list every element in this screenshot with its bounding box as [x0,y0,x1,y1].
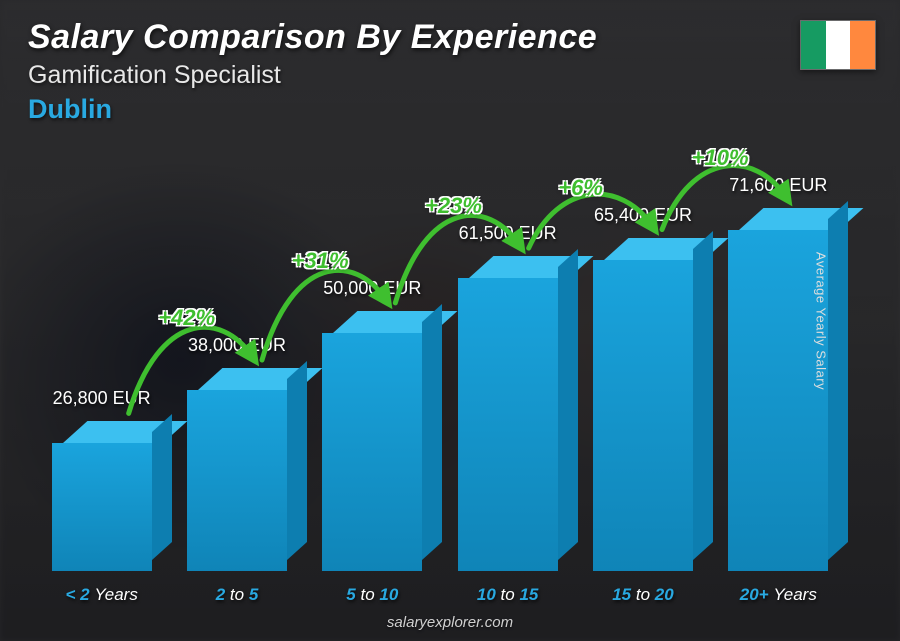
bar-side-face [693,231,713,560]
bar-slot: 38,000 EUR [175,140,298,571]
flag-stripe-orange [850,21,875,69]
bar-front-face [187,390,287,571]
y-axis-label: Average Yearly Salary [813,251,828,389]
bar-value-label: 50,000 EUR [323,278,421,299]
bar-side-face [152,414,172,560]
chart-area: 26,800 EUR 38,000 EUR 50,000 EUR 61,500 EUR… [40,140,840,571]
bar-slot: 50,000 EUR [311,140,434,571]
bar-slot: 65,400 EUR [581,140,704,571]
bar-side-face [287,361,307,560]
bar-slot: 26,800 EUR [40,140,163,571]
x-axis-tick: 10 to 15 [446,585,569,605]
bar-side-face [828,201,848,560]
arc-percent-label: +10% [692,145,749,171]
bar-value-label: 61,500 EUR [459,223,557,244]
x-axis-tick: < 2 Years [40,585,163,605]
flag-stripe-white [826,21,851,69]
arc-percent-label: +23% [425,193,482,219]
bar-front-face [322,333,422,571]
flag-stripe-green [801,21,826,69]
bar-front-face [593,260,693,571]
arc-percent-label: +31% [292,248,349,274]
chart-subtitle: Gamification Specialist [28,61,872,90]
chart-location: Dublin [28,94,872,125]
bar-value-label: 38,000 EUR [188,335,286,356]
bar-front-face [458,278,558,571]
bar-front-face [52,443,152,571]
chart-title: Salary Comparison By Experience [28,18,872,57]
bar-value-label: 71,600 EUR [729,175,827,196]
bar-value-label: 65,400 EUR [594,205,692,226]
bar-value-label: 26,800 EUR [53,388,151,409]
header: Salary Comparison By Experience Gamifica… [28,18,872,125]
x-axis-tick: 5 to 10 [311,585,434,605]
bar-side-face [422,304,442,560]
bar [458,256,558,571]
arc-percent-label: +42% [158,305,215,331]
bar-side-face [558,249,578,560]
arc-percent-label: +6% [558,175,603,201]
ireland-flag-icon [800,20,876,70]
x-axis: < 2 Years 2 to 5 5 to 10 10 to 15 15 to 20 20… [40,585,840,605]
x-axis-tick: 20+ Years [717,585,840,605]
x-axis-tick: 2 to 5 [175,585,298,605]
bar [187,368,287,571]
bar [52,421,152,571]
bar [322,311,422,571]
bar [593,238,693,571]
infographic-container: Salary Comparison By Experience Gamifica… [0,0,900,641]
x-axis-tick: 15 to 20 [581,585,704,605]
footer-attribution: salaryexplorer.com [0,614,900,631]
